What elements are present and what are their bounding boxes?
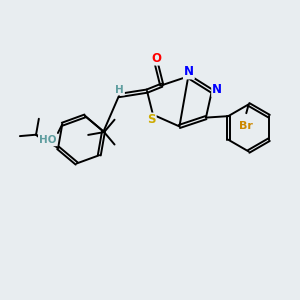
Text: HO: HO <box>39 135 56 146</box>
Text: N: N <box>212 83 222 96</box>
Text: N: N <box>184 65 194 79</box>
Text: O: O <box>151 52 161 64</box>
Text: H: H <box>115 85 124 94</box>
Text: Br: Br <box>239 122 253 131</box>
Text: S: S <box>147 113 156 127</box>
